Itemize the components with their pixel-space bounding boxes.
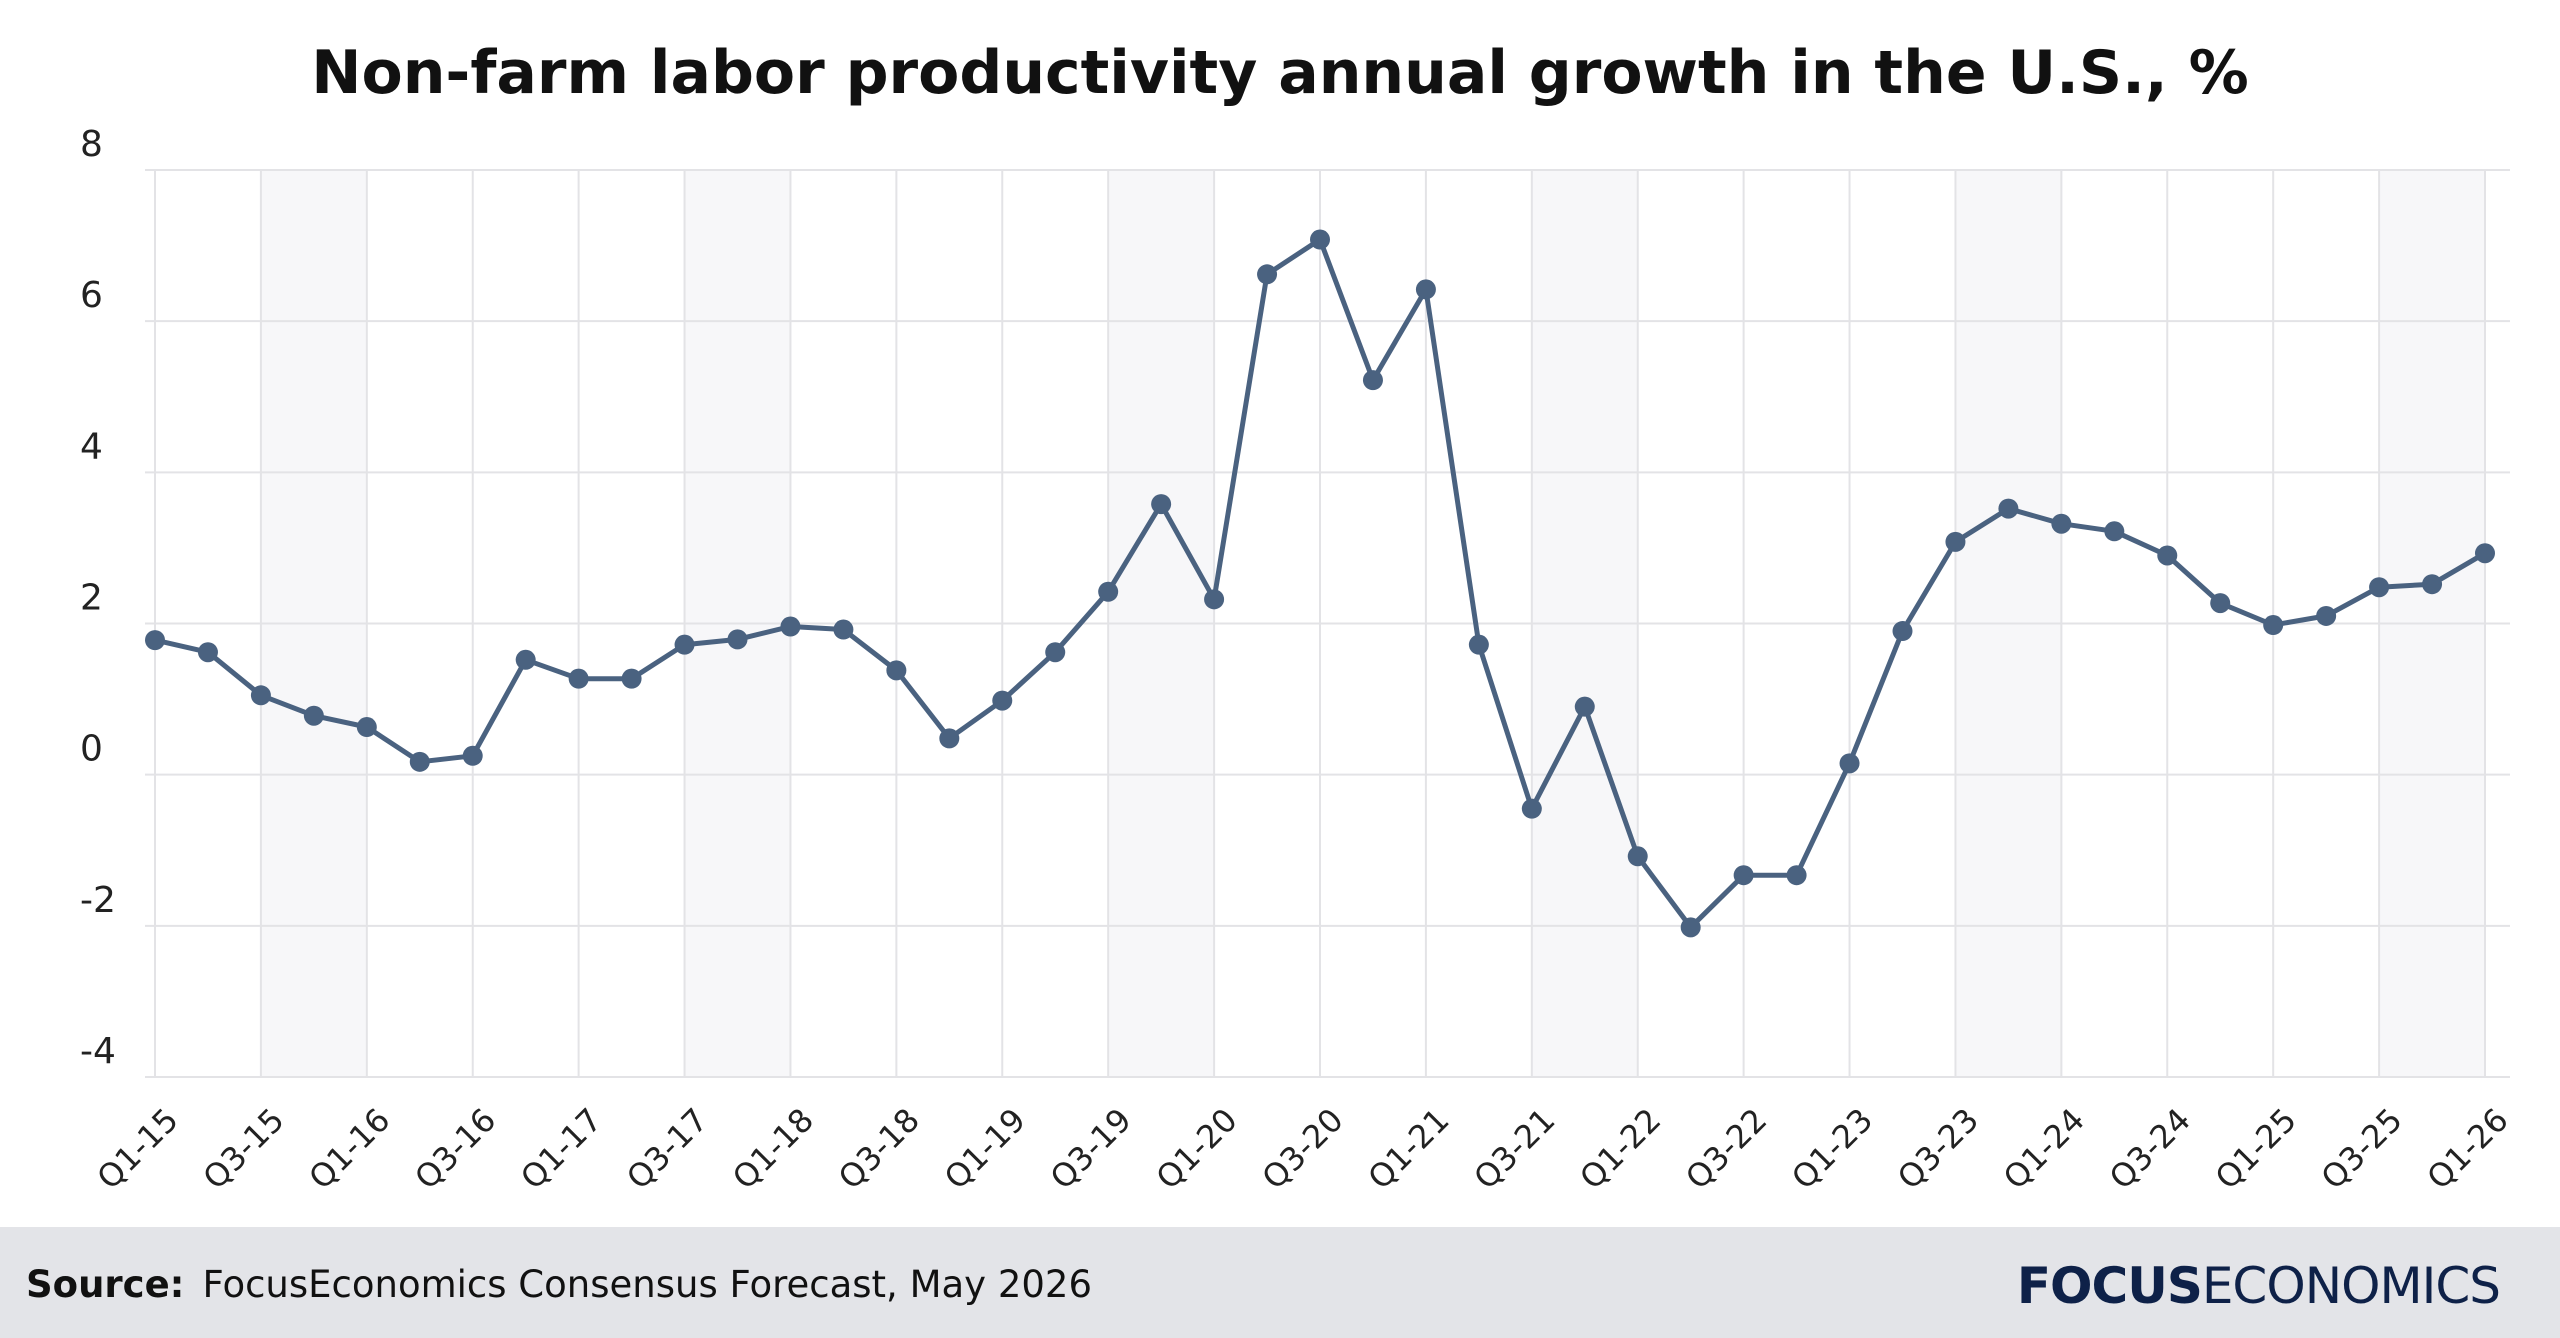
data-point[interactable]	[145, 630, 165, 651]
data-point[interactable]	[727, 629, 748, 650]
data-point[interactable]	[2051, 513, 2072, 534]
logo-economics-text: ECONOMICS	[2201, 1257, 2501, 1315]
y-tick-label: 6	[80, 275, 103, 316]
data-point[interactable]	[1415, 279, 1436, 300]
x-tick-label: Q1-16	[301, 1101, 397, 1197]
x-tick-label: Q1-20	[1149, 1101, 1245, 1197]
data-point[interactable]	[303, 705, 324, 726]
data-point[interactable]	[1998, 498, 2019, 519]
data-point[interactable]	[2422, 574, 2443, 595]
x-tick-label: Q3-21	[1466, 1101, 1562, 1197]
y-tick-label: 8	[80, 124, 103, 165]
data-point[interactable]	[2316, 605, 2337, 626]
data-point[interactable]	[356, 717, 377, 738]
y-tick-label: 4	[80, 426, 103, 467]
x-tick-label: Q3-17	[619, 1101, 715, 1197]
x-tick-label: Q3-20	[1255, 1101, 1351, 1197]
data-point[interactable]	[1627, 846, 1648, 867]
x-tick-label: Q3-15	[196, 1101, 292, 1197]
data-point[interactable]	[1257, 264, 1278, 285]
x-tick-label: Q1-18	[725, 1101, 821, 1197]
x-tick-label: Q1-19	[937, 1101, 1033, 1197]
x-axis-tick-labels: Q1-15 Q3-15 Q1-16 Q3-16 Q1-17 Q3-17 Q1-18 Q3-18…	[90, 1101, 2516, 1197]
x-tick-label: Q3-18	[831, 1101, 927, 1197]
data-point[interactable]	[2263, 615, 2284, 636]
data-point[interactable]	[2475, 543, 2495, 564]
data-point[interactable]	[1945, 531, 1966, 552]
data-point[interactable]	[939, 728, 960, 749]
data-point[interactable]	[1521, 798, 1542, 819]
logo-focus-text: FOCUS	[2016, 1257, 2203, 1315]
data-point[interactable]	[568, 668, 589, 689]
data-point[interactable]	[1310, 229, 1330, 250]
data-point[interactable]	[1204, 589, 1225, 610]
data-point[interactable]	[1574, 696, 1595, 717]
source-label: Source:	[26, 1263, 185, 1306]
y-tick-label: 0	[80, 729, 103, 770]
gridlines	[145, 169, 2510, 1078]
x-tick-label: Q3-23	[1890, 1101, 1986, 1197]
data-point[interactable]	[2210, 593, 2231, 614]
y-tick-label: -2	[80, 880, 116, 921]
x-tick-label: Q1-24	[1996, 1101, 2092, 1197]
x-tick-label: Q3-19	[1043, 1101, 1139, 1197]
data-point[interactable]	[780, 616, 801, 637]
data-point[interactable]	[1786, 865, 1807, 886]
data-point[interactable]	[1151, 494, 1172, 515]
data-point[interactable]	[1680, 917, 1701, 938]
source-line: Source: FocusEconomics Consensus Forecast…	[26, 1263, 1092, 1306]
data-point[interactable]	[197, 642, 218, 663]
line-chart: 8 6 4 2 0 -2 -4 Q1-15 Q3-15 Q1-16 Q3-16 Q1-17 Q3-17…	[80, 124, 2516, 1197]
data-point[interactable]	[992, 690, 1013, 711]
x-tick-label: Q1-26	[2420, 1101, 2516, 1197]
y-tick-label: -4	[80, 1031, 116, 1072]
y-axis-tick-labels: 8 6 4 2 0 -2 -4	[80, 124, 116, 1072]
series-layer	[145, 229, 2495, 938]
source-text: FocusEconomics Consensus Forecast, May 2…	[202, 1263, 1092, 1306]
data-point[interactable]	[515, 649, 536, 670]
data-point[interactable]	[1468, 634, 1489, 655]
data-point[interactable]	[409, 751, 430, 772]
data-point[interactable]	[462, 745, 483, 766]
x-tick-label: Q3-25	[2314, 1101, 2410, 1197]
data-point[interactable]	[886, 660, 907, 681]
chart-title: Non-farm labor productivity annual growt…	[311, 38, 2249, 108]
x-tick-label: Q1-17	[513, 1101, 609, 1197]
y-tick-label: 2	[80, 578, 103, 619]
x-tick-label: Q1-15	[90, 1101, 186, 1197]
data-point[interactable]	[1892, 621, 1913, 642]
footer-bar: Source: FocusEconomics Consensus Forecast…	[0, 1227, 2560, 1338]
data-point[interactable]	[1733, 865, 1754, 886]
data-point[interactable]	[1362, 370, 1383, 391]
data-point[interactable]	[1098, 581, 1119, 602]
data-point[interactable]	[1045, 642, 1066, 663]
data-point[interactable]	[674, 634, 695, 655]
data-point[interactable]	[2157, 545, 2178, 566]
x-tick-label: Q1-23	[1784, 1101, 1880, 1197]
focuseconomics-logo: FOCUSECONOMICS	[2016, 1257, 2501, 1315]
x-tick-label: Q1-25	[2208, 1101, 2304, 1197]
data-point[interactable]	[1839, 753, 1860, 774]
x-tick-label: Q1-21	[1361, 1101, 1457, 1197]
data-point[interactable]	[250, 685, 271, 706]
data-point[interactable]	[2369, 577, 2390, 598]
data-point[interactable]	[833, 619, 854, 640]
x-tick-label: Q3-16	[407, 1101, 503, 1197]
x-tick-label: Q1-22	[1572, 1101, 1668, 1197]
data-point[interactable]	[621, 668, 642, 689]
x-tick-label: Q3-22	[1678, 1101, 1774, 1197]
data-point[interactable]	[2104, 521, 2125, 542]
x-tick-label: Q3-24	[2102, 1101, 2198, 1197]
